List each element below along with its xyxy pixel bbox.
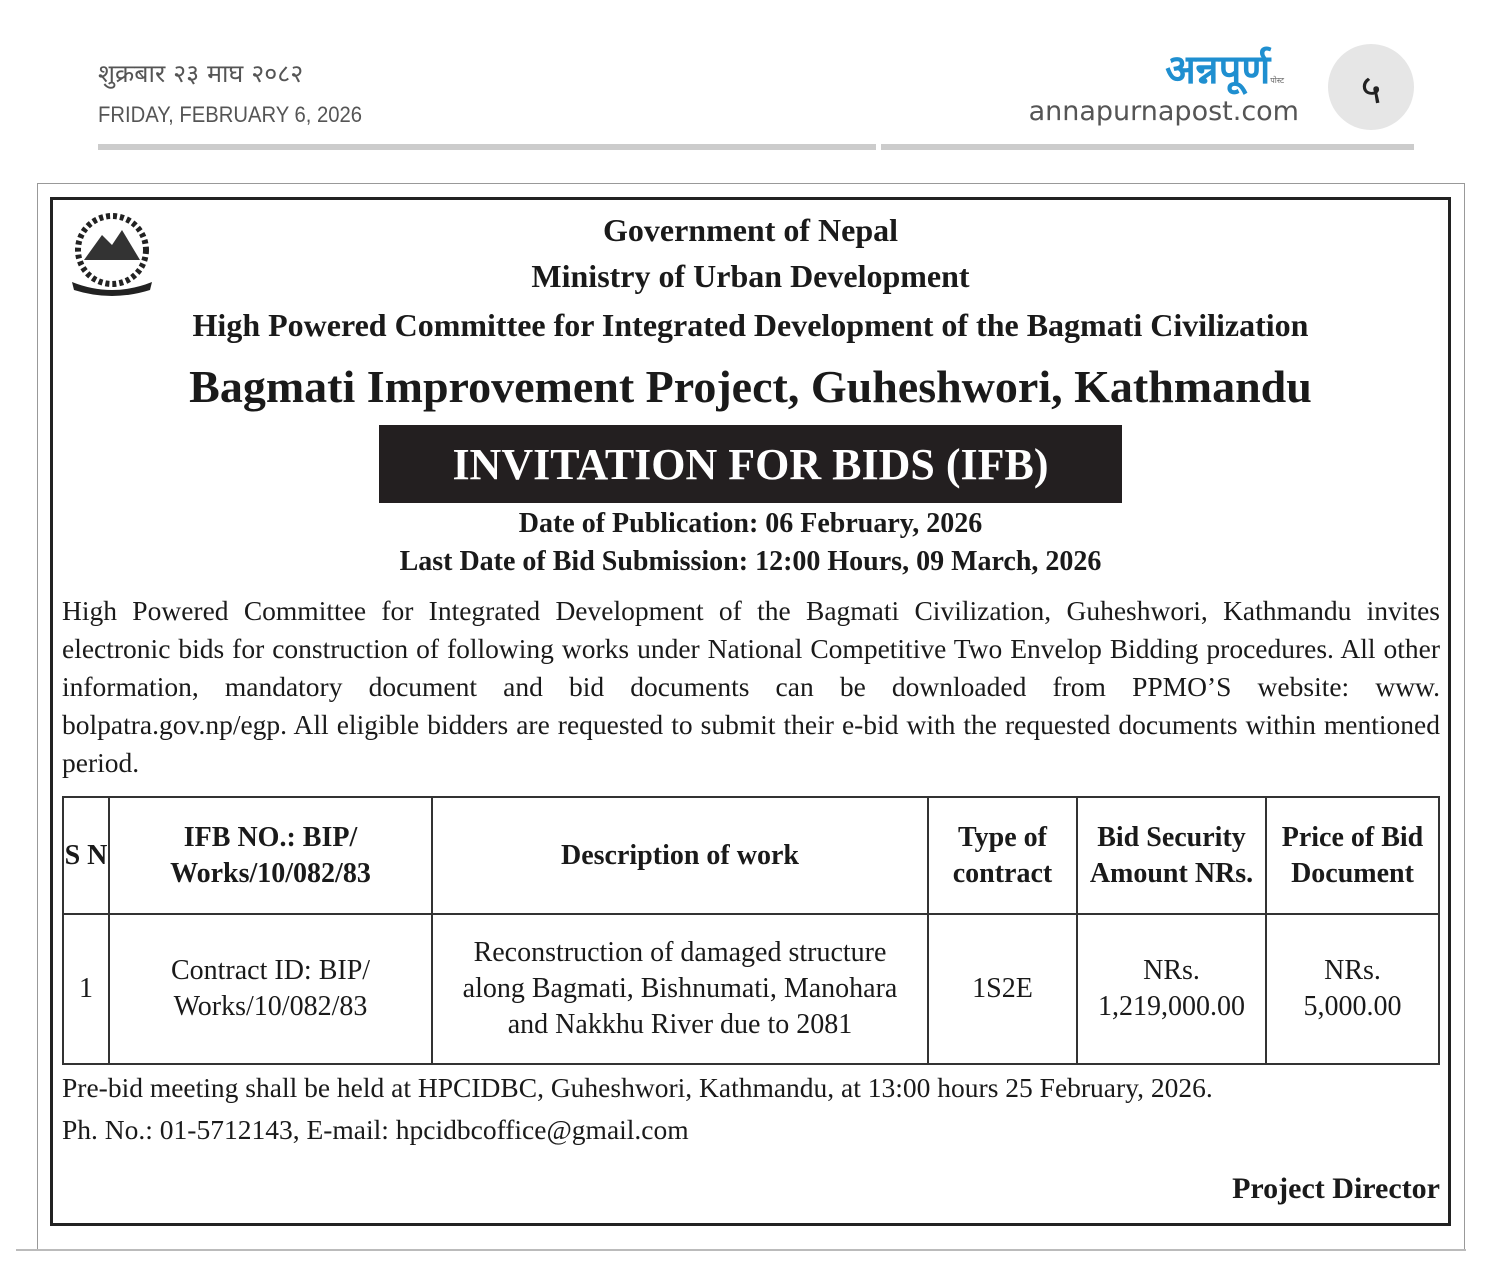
col-ifb-no: IFB NO.: BIP/ Works/10/082/83 <box>108 796 433 915</box>
ministry-title: Ministry of Urban Development <box>531 258 970 294</box>
cell-bid-security: NRs. 1,219,000.00 <box>1076 913 1267 1065</box>
col-doc-price: Price of Bid Document <box>1265 796 1440 915</box>
website: annapurnapost.com <box>1028 96 1299 127</box>
prebid-note: Pre-bid meeting shall be held at HPCIDBC… <box>62 1072 1213 1103</box>
ifb-banner: INVITATION FOR BIDS (IFB) <box>379 425 1122 503</box>
cell-contract-type: 1S2E <box>927 913 1078 1065</box>
last-date: Last Date of Bid Submission: 12:00 Hours… <box>399 546 1102 577</box>
date-nepali: शुक्रबार २३ माघ २०८२ <box>98 59 304 88</box>
table-row: 1 Contract ID: BIP/ Works/10/082/83 Reco… <box>62 913 1440 1065</box>
page-rule <box>16 1249 1466 1251</box>
date-english: FRIDAY, FEBRUARY 6, 2026 <box>98 102 362 127</box>
gov-title: Government of Nepal <box>602 212 899 248</box>
col-sn: S N <box>62 796 110 915</box>
ad-border <box>50 197 1451 1226</box>
ad-paragraph: High Powered Committee for Integrated De… <box>62 595 1440 778</box>
col-description: Description of work <box>431 796 929 915</box>
project-title: Bagmati Improvement Project, Guheshwori,… <box>189 361 1312 412</box>
committee-title: High Powered Committee for Integrated De… <box>192 307 1309 343</box>
cell-contract-id: Contract ID: BIP/ Works/10/082/83 <box>108 913 433 1065</box>
cell-sn: 1 <box>62 913 110 1065</box>
header-rule <box>881 144 1414 150</box>
cell-description: Reconstruction of damaged structure alon… <box>431 913 929 1065</box>
ad-frame <box>37 183 1465 1251</box>
header-rule <box>98 144 876 150</box>
bid-table: S N IFB NO.: BIP/ Works/10/082/83 Descri… <box>62 796 1440 1065</box>
page-number: ५ <box>1328 44 1414 130</box>
col-bid-security: Bid Security Amount NRs. <box>1076 796 1267 915</box>
cell-doc-price: NRs. 5,000.00 <box>1265 913 1440 1065</box>
newspaper-logo: अन्नपूर्णपोस्ट <box>1165 47 1284 93</box>
nepal-emblem-icon <box>72 213 152 296</box>
col-contract-type: Type of contract <box>927 796 1078 915</box>
table-header-row: S N IFB NO.: BIP/ Works/10/082/83 Descri… <box>62 796 1440 915</box>
publication-date: Date of Publication: 06 February, 2026 <box>518 508 983 539</box>
signatory: Project Director <box>1232 1172 1440 1205</box>
contact-info: Ph. No.: 01-5712143, E-mail: hpcidbcoffi… <box>62 1114 689 1145</box>
